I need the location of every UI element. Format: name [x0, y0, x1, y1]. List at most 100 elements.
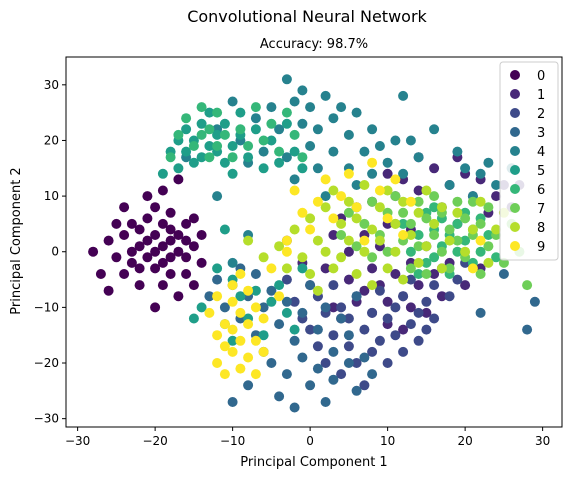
legend-label: 2: [537, 107, 545, 122]
point-class-7: [359, 218, 370, 229]
point-class-2: [421, 324, 432, 335]
point-class-1: [491, 191, 502, 202]
point-class-9: [274, 291, 285, 302]
point-class-2: [336, 369, 347, 380]
point-class-0: [188, 280, 199, 291]
x-tick-label: −10: [220, 434, 245, 448]
y-axis-ticks: −30 −20 −10 0 10 20 30: [34, 78, 66, 426]
y-tick-label: −20: [34, 356, 59, 370]
point-class-9: [343, 168, 354, 179]
point-class-5: [188, 157, 199, 168]
point-class-1: [405, 302, 416, 313]
point-class-8: [429, 218, 440, 229]
point-class-2: [398, 291, 409, 302]
point-class-5: [289, 324, 300, 335]
point-class-0: [188, 241, 199, 252]
point-class-5: [227, 335, 238, 346]
point-class-2: [429, 313, 440, 324]
point-class-2: [398, 346, 409, 357]
point-class-7: [421, 269, 432, 279]
point-class-1: [413, 280, 424, 291]
point-class-8: [351, 213, 362, 224]
point-class-9: [289, 185, 300, 196]
point-class-3: [274, 391, 285, 402]
point-class-9: [235, 269, 246, 279]
point-class-0: [103, 235, 114, 246]
point-class-3: [522, 324, 533, 335]
point-class-9: [359, 235, 370, 246]
legend-box: [499, 61, 559, 261]
point-class-9: [204, 307, 215, 318]
point-class-7: [467, 196, 478, 207]
point-class-9: [243, 352, 254, 363]
point-class-9: [374, 185, 385, 196]
point-class-4: [460, 163, 471, 174]
point-class-3: [367, 369, 378, 380]
point-class-7: [429, 191, 440, 202]
point-class-4: [429, 124, 440, 135]
point-class-9: [235, 307, 246, 318]
y-axis-label: Principal Component 2: [9, 167, 24, 314]
legend-label: 7: [537, 202, 545, 217]
point-class-3: [305, 280, 316, 291]
point-class-9: [336, 191, 347, 202]
point-class-2: [312, 341, 323, 352]
point-class-9: [475, 235, 486, 246]
point-class-3: [274, 319, 285, 330]
point-class-1: [320, 263, 331, 274]
y-tick-label: −10: [34, 300, 59, 314]
legend-label: 5: [537, 164, 545, 179]
point-class-7: [343, 207, 354, 218]
point-class-5: [266, 135, 277, 146]
point-class-2: [328, 280, 339, 291]
point-class-7: [405, 263, 416, 274]
point-class-4: [305, 141, 316, 151]
point-class-8: [374, 202, 385, 213]
x-tick-label: 0: [306, 434, 314, 448]
point-class-4: [475, 168, 486, 179]
point-class-3: [281, 369, 292, 380]
point-class-2: [343, 341, 354, 352]
point-class-6: [181, 113, 192, 124]
point-class-7: [522, 280, 533, 291]
point-class-9: [250, 335, 261, 346]
point-class-9: [250, 302, 261, 313]
point-class-9: [405, 196, 416, 207]
point-class-8: [467, 224, 478, 235]
point-class-5: [250, 285, 261, 296]
point-class-8: [320, 202, 331, 213]
point-class-2: [382, 313, 393, 324]
point-class-8: [398, 196, 409, 207]
point-class-9: [219, 319, 230, 330]
point-class-6: [475, 246, 486, 257]
point-class-9: [212, 330, 223, 341]
y-tick-label: 30: [44, 78, 59, 92]
point-class-4: [258, 146, 269, 157]
point-class-0: [157, 280, 168, 291]
point-class-6: [483, 230, 494, 240]
point-class-0: [196, 230, 207, 240]
point-class-9: [219, 369, 230, 380]
point-class-4: [382, 157, 393, 168]
point-class-4: [320, 191, 331, 202]
point-class-5: [219, 118, 230, 129]
point-class-5: [204, 107, 215, 118]
point-class-0: [134, 224, 145, 235]
point-class-3: [305, 380, 316, 391]
point-class-0: [111, 252, 122, 263]
point-class-2: [421, 296, 432, 307]
point-class-0: [142, 252, 153, 263]
point-class-2: [452, 274, 463, 285]
legend-label: 3: [537, 126, 545, 141]
point-class-8: [351, 269, 362, 279]
point-class-6: [289, 129, 300, 140]
point-class-3: [336, 313, 347, 324]
point-class-8: [413, 207, 424, 218]
point-class-9: [212, 358, 223, 368]
point-class-0: [150, 230, 161, 240]
point-class-4: [336, 102, 347, 113]
point-class-8: [460, 246, 471, 257]
point-class-1: [343, 246, 354, 257]
point-class-8: [258, 252, 269, 263]
point-class-5: [297, 163, 308, 174]
